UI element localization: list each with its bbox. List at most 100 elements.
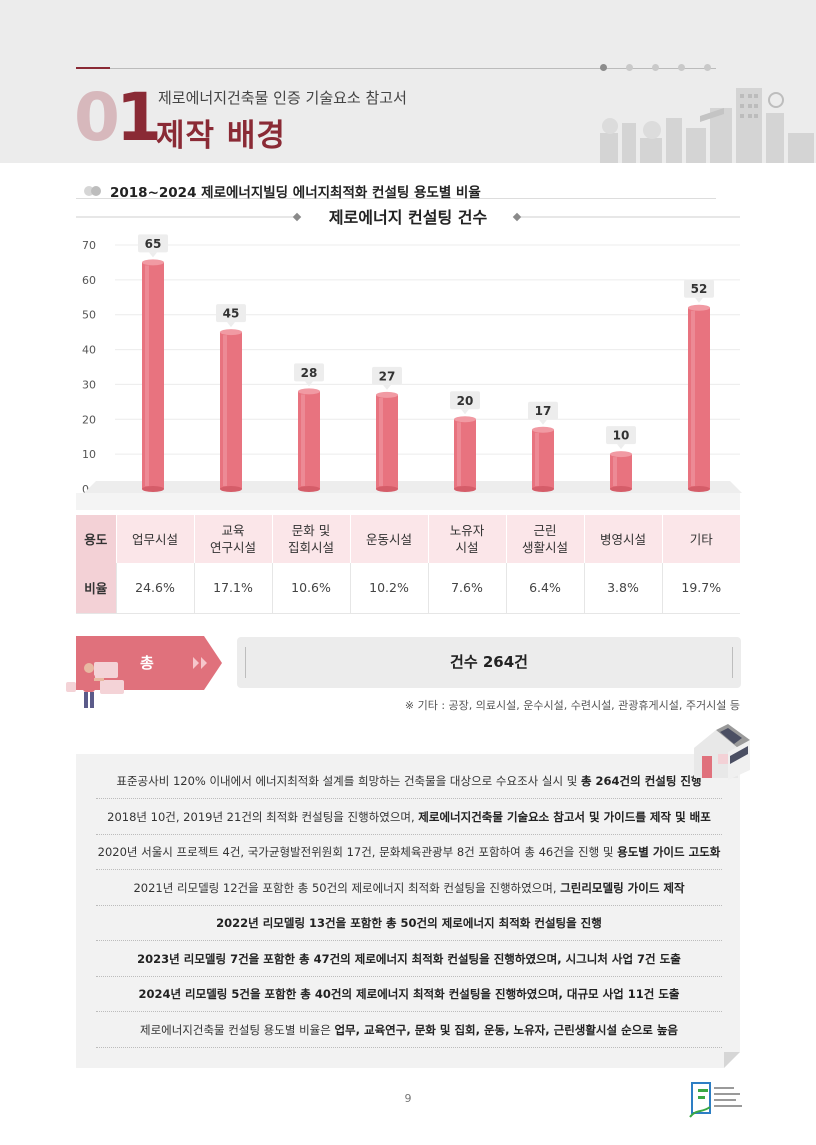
bar-cap bbox=[298, 388, 320, 395]
use-cell-line: 운동시설 bbox=[365, 531, 412, 547]
value-label-box bbox=[450, 391, 480, 410]
summary-box: 표준공사비 120% 이내에서 에너지최적화 설계를 희망하는 건축물을 대상으… bbox=[76, 754, 740, 1068]
person-illustration-icon bbox=[66, 662, 124, 708]
header-rule-accent bbox=[76, 67, 110, 69]
dot-active bbox=[600, 64, 607, 71]
chart-title: 제로에너지 컨설팅 건수 bbox=[329, 208, 488, 227]
use-cell-line: 집회시설 bbox=[287, 540, 334, 555]
dot bbox=[626, 64, 633, 71]
y-tick-label: 20 bbox=[82, 413, 96, 426]
summary-text: 2018년 10건, 2019년 21건의 최적화 컨설팅을 진행하였으며, bbox=[107, 809, 419, 824]
use-cell-line: 근린 bbox=[533, 523, 557, 538]
use-cell-line: 연구시설 bbox=[209, 540, 256, 555]
bar-base bbox=[376, 486, 398, 492]
summary-highlight: 제로에너지건축물 기술요소 참고서 및 가이드를 제작 및 배포 bbox=[418, 809, 711, 824]
value-label-box bbox=[372, 366, 402, 385]
ratio-cell: 6.4% bbox=[506, 563, 585, 614]
dot bbox=[652, 64, 659, 71]
use-cell: 운동시설 bbox=[350, 515, 429, 563]
use-cell: 병영시설 bbox=[584, 515, 663, 563]
summary-highlight: 2023년 리모델링 7건을 포함한 총 47건의 제로에너지 최적화 컨설팅을… bbox=[137, 951, 681, 966]
house-illustration-icon bbox=[694, 724, 750, 780]
summary-row: 제로에너지건축물 컨설팅 용도별 비율은 업무, 교육연구, 문화 및 집회, … bbox=[96, 1013, 722, 1048]
total-label: 총 bbox=[140, 654, 154, 672]
chart-title-diamond-left bbox=[292, 212, 302, 222]
y-tick-label: 70 bbox=[82, 239, 96, 252]
value-label-pointer bbox=[461, 409, 469, 415]
value-label: 20 bbox=[457, 394, 474, 408]
ratio-label: 비율 bbox=[76, 563, 117, 614]
bar-base bbox=[142, 486, 164, 492]
summary-highlight: 2022년 리모델링 13건을 포함한 총 50건의 제로에너지 최적화 컨설팅… bbox=[216, 916, 602, 930]
dot bbox=[704, 64, 711, 71]
ratio-cell: 7.6% bbox=[428, 563, 507, 614]
bar-base bbox=[298, 486, 320, 492]
use-cell: 기타 bbox=[662, 515, 740, 563]
use-cell: 업무시설 bbox=[116, 515, 195, 563]
value-label-box bbox=[528, 401, 558, 420]
city-skyline-icon bbox=[600, 88, 814, 163]
bar-cap bbox=[142, 259, 164, 266]
y-tick-label: 0 bbox=[82, 483, 89, 496]
ratio-cell: 3.8% bbox=[584, 563, 663, 614]
ratio-cell: 10.2% bbox=[350, 563, 429, 614]
ratio-cell: 24.6% bbox=[116, 563, 195, 614]
total-box: 건수 264건 bbox=[237, 637, 741, 688]
value-label-pointer bbox=[149, 252, 157, 258]
use-cell-line: 업무시설 bbox=[131, 531, 178, 547]
table-row-use: 용도 업무시설 교육 연구시설 문화 및 집회시설 운동시설 노유자 시설 근린 생활시설 병영시설… bbox=[76, 515, 740, 563]
value-label-pointer bbox=[383, 384, 391, 390]
summary-highlight: 그린리모델링 가이드 제작 bbox=[560, 880, 685, 895]
bar-highlight bbox=[613, 457, 617, 486]
ratio-cell: 10.6% bbox=[272, 563, 351, 614]
chart-floor-top bbox=[84, 481, 742, 493]
use-cell: 문화 및 집회시설 bbox=[272, 515, 351, 563]
total-box-edge-right bbox=[732, 647, 733, 678]
value-label-pointer bbox=[539, 419, 547, 425]
value-label: 45 bbox=[223, 307, 240, 321]
use-cell-line: 시설 bbox=[455, 540, 479, 555]
bar-cap bbox=[220, 329, 242, 336]
summary-text: 제로에너지건축물 컨설팅 용도별 비율은 bbox=[139, 1022, 335, 1037]
chapter-subtitle: 제로에너지건축물 인증 기술요소 참고서 bbox=[158, 89, 407, 107]
chapter-digit-0: 0 bbox=[74, 79, 120, 156]
use-cell-line: 병영시설 bbox=[599, 531, 646, 547]
summary-text: 2020년 서울시 프로젝트 4건, 국가균형발전위원회 17건, 문화체육관광… bbox=[97, 845, 618, 859]
bar-chart: 제로에너지 컨설팅 건수 0 10 20 30 40 50 60 70 65 45 28 27 20 17 1… bbox=[0, 200, 816, 510]
chart-floor-front bbox=[76, 493, 740, 510]
value-label: 27 bbox=[379, 369, 396, 383]
value-label-box bbox=[684, 279, 714, 298]
chapter-number: 01 bbox=[74, 78, 162, 158]
total-box-edge-left bbox=[245, 647, 246, 678]
bar-highlight bbox=[301, 394, 305, 486]
page-fold-icon bbox=[724, 1052, 740, 1068]
summary-row: 2024년 리모델링 5건을 포함한 총 40건의 제로에너지 최적화 컨설팅을… bbox=[96, 977, 722, 1012]
summary-row: 표준공사비 120% 이내에서 에너지최적화 설계를 희망하는 건축물을 대상으… bbox=[96, 764, 722, 799]
bar-base bbox=[454, 486, 476, 492]
logo-icon bbox=[689, 1082, 742, 1118]
bar-highlight bbox=[535, 432, 539, 486]
bar-highlight bbox=[223, 335, 227, 486]
page-dots bbox=[600, 64, 711, 71]
y-tick-label: 30 bbox=[82, 378, 96, 391]
y-tick-label: 50 bbox=[82, 309, 96, 322]
total-count: 건수 264건 bbox=[450, 653, 528, 671]
summary-highlight: 총 264건의 컨설팅 진행 bbox=[580, 774, 702, 788]
value-label-pointer bbox=[617, 444, 625, 450]
table-row-ratio: 비율 24.6% 17.1% 10.6% 10.2% 7.6% 6.4% 3.8% 19.7% bbox=[76, 563, 740, 614]
value-label: 65 bbox=[145, 237, 162, 251]
bar-cap bbox=[532, 426, 554, 433]
ratio-cell: 19.7% bbox=[662, 563, 740, 614]
y-tick-label: 40 bbox=[82, 344, 96, 357]
value-label-box bbox=[216, 304, 246, 323]
use-cell-line: 교육 bbox=[221, 523, 245, 538]
value-label: 52 bbox=[691, 282, 708, 296]
summary-text: 표준공사비 120% 이내에서 에너지최적화 설계를 희망하는 건축물을 대상으… bbox=[116, 774, 581, 788]
y-tick-label: 60 bbox=[82, 274, 96, 287]
value-label: 10 bbox=[613, 429, 630, 443]
summary-text: 2021년 리모델링 12건을 포함한 총 50건의 제로에너지 최적화 컨설팅… bbox=[133, 880, 561, 895]
bar-cap bbox=[454, 416, 476, 423]
use-cell-line: 생활시설 bbox=[521, 540, 568, 555]
summary-highlight: 업무, 교육연구, 문화 및 집회, 운동, 노유자, 근린생활시설 순으로 높… bbox=[334, 1022, 679, 1037]
